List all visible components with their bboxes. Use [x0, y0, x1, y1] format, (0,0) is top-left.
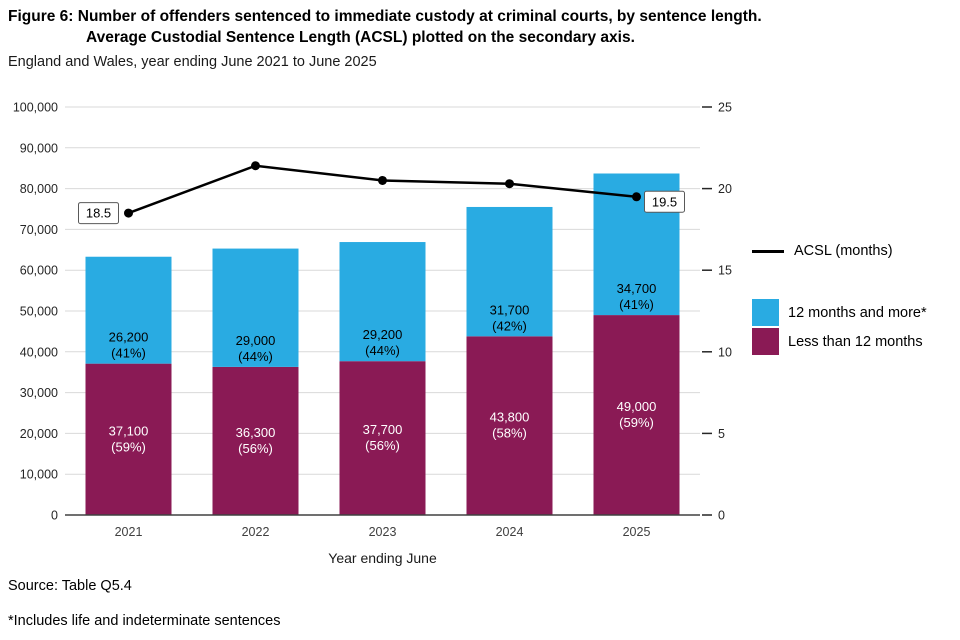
bar-segment-12-months-and-more: [466, 206, 553, 337]
figure-title: Figure 6: Number of offenders sentenced …: [8, 6, 762, 48]
acsl-point: [632, 192, 641, 202]
bar-segment-less-than-12-months: [339, 361, 426, 515]
bar-label-value: 43,800: [490, 410, 530, 425]
acsl-line: [128, 164, 637, 215]
figure-title-line2: Average Custodial Sentence Length (ACSL)…: [86, 29, 635, 46]
legend-item-less-than-12-months: Less than 12 months: [752, 328, 958, 355]
acsl-point: [505, 179, 514, 189]
chart-subtitle: England and Wales, year ending June 2021…: [8, 54, 377, 70]
left-axis-tick-label: 80,000: [20, 182, 58, 196]
bar-label-value: 36,300: [236, 425, 276, 440]
x-axis-category-label: 2023: [369, 525, 397, 539]
right-axis-tick-label: 0: [718, 509, 725, 523]
bar-label-percent: (59%): [619, 415, 654, 430]
left-axis-tick-label: 20,000: [20, 427, 58, 441]
bar-segment-12-months-and-more: [212, 248, 299, 367]
bar-label-value: 26,200: [109, 330, 149, 345]
figure-title-line1: Figure 6: Number of offenders sentenced …: [8, 8, 762, 25]
legend-label-12-months-and-more: 12 months and more*: [788, 304, 927, 321]
bar-label-value: 37,100: [109, 423, 149, 438]
acsl-point: [378, 175, 387, 185]
bar-label-percent: (41%): [619, 297, 654, 312]
bar-label-value: 49,000: [617, 399, 657, 414]
left-axis-tick-label: 40,000: [20, 345, 58, 359]
acsl-point: [124, 208, 133, 218]
acsl-endpoint-label: 19.5: [652, 194, 677, 209]
right-axis-tick-label: 25: [718, 101, 732, 115]
bar-label-percent: (44%): [365, 343, 400, 358]
left-axis-tick-label: 0: [51, 509, 58, 523]
bar-label-percent: (41%): [111, 346, 146, 361]
blue-square-swatch: [752, 299, 779, 326]
bar-segment-12-months-and-more: [339, 242, 426, 362]
bar-segment-less-than-12-months: [593, 315, 680, 515]
x-axis-category-label: 2025: [623, 525, 651, 539]
maroon-square-swatch: [752, 328, 779, 355]
right-axis-tick-label: 5: [718, 427, 725, 441]
legend-item-12-months-and-more: 12 months and more*: [752, 299, 958, 326]
left-axis-tick-label: 60,000: [20, 264, 58, 278]
bar-label-percent: (42%): [492, 318, 527, 333]
bar-segment-less-than-12-months: [85, 363, 172, 515]
acsl-endpoint-label-box: [78, 202, 119, 225]
left-axis-tick-label: 70,000: [20, 223, 58, 237]
bar-label-value: 37,700: [363, 422, 403, 437]
bar-label-percent: (58%): [492, 426, 527, 441]
bar-label-value: 34,700: [617, 281, 657, 296]
x-axis-category-label: 2024: [496, 525, 524, 539]
left-axis-tick-label: 90,000: [20, 141, 58, 155]
bar-label-percent: (56%): [365, 438, 400, 453]
right-axis-tick-label: 20: [718, 182, 732, 196]
source-note: Source: Table Q5.4: [8, 578, 132, 594]
stacked-bar-chart: 0 10,000 20,000 30,000 40,000 50,000 60,000 70,…: [13, 101, 732, 540]
acsl-line-swatch: [752, 249, 784, 253]
bar-segment-12-months-and-more: [85, 256, 172, 364]
right-axis-tick-label: 15: [718, 264, 732, 278]
footnote: *Includes life and indeterminate sentenc…: [8, 613, 281, 629]
acsl-endpoint-label-box: [644, 190, 685, 213]
left-axis-tick-label: 50,000: [20, 305, 58, 319]
bar-label-percent: (59%): [111, 439, 146, 454]
x-axis-category-label: 2022: [242, 525, 270, 539]
acsl-point: [251, 161, 260, 171]
bar-label-value: 29,200: [363, 327, 403, 342]
legend: ACSL (months) 12 months and more* Less t…: [752, 243, 958, 357]
bar-label-percent: (56%): [238, 441, 273, 456]
bar-segment-less-than-12-months: [466, 336, 553, 515]
legend-label-acsl: ACSL (months): [794, 243, 893, 259]
x-axis-category-label: 2021: [115, 525, 143, 539]
right-axis-tick-label: 10: [718, 345, 732, 359]
x-axis-title: Year ending June: [328, 550, 437, 566]
legend-item-acsl: ACSL (months): [752, 243, 958, 259]
bar-label-value: 29,000: [236, 333, 276, 348]
left-axis-tick-label: 10,000: [20, 468, 58, 482]
left-axis-tick-label: 100,000: [13, 101, 58, 115]
left-axis-tick-label: 30,000: [20, 386, 58, 400]
bar-label-value: 31,700: [490, 302, 530, 317]
acsl-endpoint-label: 18.5: [86, 206, 111, 221]
bar-label-percent: (44%): [238, 349, 273, 364]
bar-segment-less-than-12-months: [212, 366, 299, 515]
legend-label-less-than-12-months: Less than 12 months: [788, 333, 923, 350]
